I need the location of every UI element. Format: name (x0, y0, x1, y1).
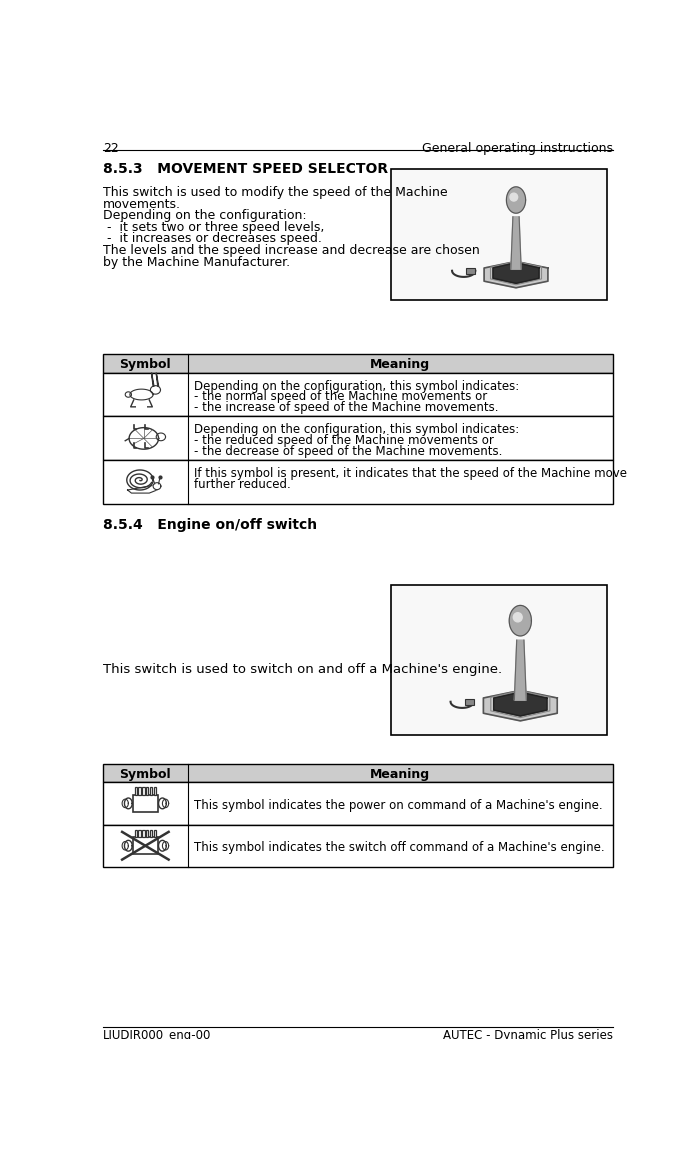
Text: Symbol: Symbol (119, 358, 171, 371)
Bar (138, 788, 141, 795)
Text: This symbol indicates the switch off command of a Machine's engine.: This symbol indicates the switch off com… (194, 841, 605, 854)
Text: further reduced.: further reduced. (194, 478, 291, 491)
Text: Depending on the configuration, this symbol indicates:: Depending on the configuration, this sym… (194, 424, 519, 436)
Ellipse shape (513, 613, 522, 622)
Polygon shape (511, 217, 521, 270)
Ellipse shape (124, 798, 132, 809)
Ellipse shape (125, 392, 131, 397)
Bar (133, 837, 158, 854)
Text: This switch is used to switch on and off a Machine's engine.: This switch is used to switch on and off… (103, 663, 502, 676)
Bar (150, 830, 152, 837)
Bar (103, 763, 613, 782)
Text: 8.5.3   MOVEMENT SPEED SELECTOR: 8.5.3 MOVEMENT SPEED SELECTOR (103, 161, 388, 175)
Bar (135, 830, 137, 837)
Ellipse shape (158, 840, 166, 851)
Ellipse shape (510, 194, 518, 201)
Bar (103, 372, 613, 417)
Polygon shape (484, 691, 557, 721)
Bar (146, 830, 149, 837)
Text: Depending on the configuration, this symbol indicates:: Depending on the configuration, this sym… (194, 379, 519, 392)
Bar (391, 585, 607, 735)
Ellipse shape (158, 798, 166, 809)
Bar (154, 830, 156, 837)
Text: - the decrease of speed of the Machine movements.: - the decrease of speed of the Machine m… (194, 445, 503, 457)
Text: -  it sets two or three speed levels,: - it sets two or three speed levels, (103, 221, 324, 233)
Text: AUTEC - Dynamic Plus series: AUTEC - Dynamic Plus series (443, 1029, 613, 1042)
Ellipse shape (510, 606, 531, 636)
Ellipse shape (507, 187, 526, 214)
Bar (133, 795, 158, 812)
Bar (135, 788, 137, 795)
Ellipse shape (130, 389, 153, 400)
Text: - the increase of speed of the Machine movements.: - the increase of speed of the Machine m… (194, 401, 498, 414)
Bar (146, 788, 149, 795)
Text: LIUDJR000_eng-00: LIUDJR000_eng-00 (103, 1029, 211, 1042)
Text: -  it increases or decreases speed.: - it increases or decreases speed. (103, 232, 322, 245)
Bar (466, 267, 475, 274)
Bar (103, 417, 613, 460)
Text: - the normal speed of the Machine movements or: - the normal speed of the Machine moveme… (194, 390, 487, 404)
Text: General operating instructions: General operating instructions (422, 141, 613, 154)
Bar (138, 830, 141, 837)
Bar (150, 788, 152, 795)
Bar (103, 782, 613, 825)
Text: 22: 22 (103, 141, 119, 154)
Text: movements.: movements. (103, 197, 181, 211)
Ellipse shape (153, 483, 161, 490)
Bar (465, 699, 474, 705)
Bar (142, 788, 144, 795)
Polygon shape (514, 641, 526, 700)
Ellipse shape (129, 427, 158, 449)
Bar (391, 169, 607, 300)
Text: If this symbol is present, it indicates that the speed of the Machine movements : If this symbol is present, it indicates … (194, 467, 678, 481)
Text: This switch is used to modify the speed of the Machine: This switch is used to modify the speed … (103, 187, 447, 200)
Bar (103, 460, 613, 504)
Bar (142, 830, 144, 837)
Text: Meaning: Meaning (370, 768, 431, 781)
Polygon shape (128, 484, 160, 494)
Ellipse shape (124, 840, 132, 851)
Ellipse shape (156, 433, 165, 441)
Ellipse shape (150, 385, 161, 394)
Text: Symbol: Symbol (119, 768, 171, 781)
Bar (154, 788, 156, 795)
Polygon shape (493, 692, 547, 715)
Bar (103, 354, 613, 372)
Polygon shape (493, 263, 539, 284)
Text: This symbol indicates the power on command of a Machine's engine.: This symbol indicates the power on comma… (194, 798, 603, 812)
Text: Meaning: Meaning (370, 358, 431, 371)
Text: The levels and the speed increase and decrease are chosen: The levels and the speed increase and de… (103, 244, 480, 257)
Text: 8.5.4   Engine on/off switch: 8.5.4 Engine on/off switch (103, 518, 317, 532)
Text: - the reduced speed of the Machine movements or: - the reduced speed of the Machine movem… (194, 434, 494, 447)
Bar (103, 825, 613, 867)
Text: by the Machine Manufacturer.: by the Machine Manufacturer. (103, 256, 290, 268)
Polygon shape (484, 261, 548, 288)
Text: Depending on the configuration:: Depending on the configuration: (103, 209, 306, 223)
